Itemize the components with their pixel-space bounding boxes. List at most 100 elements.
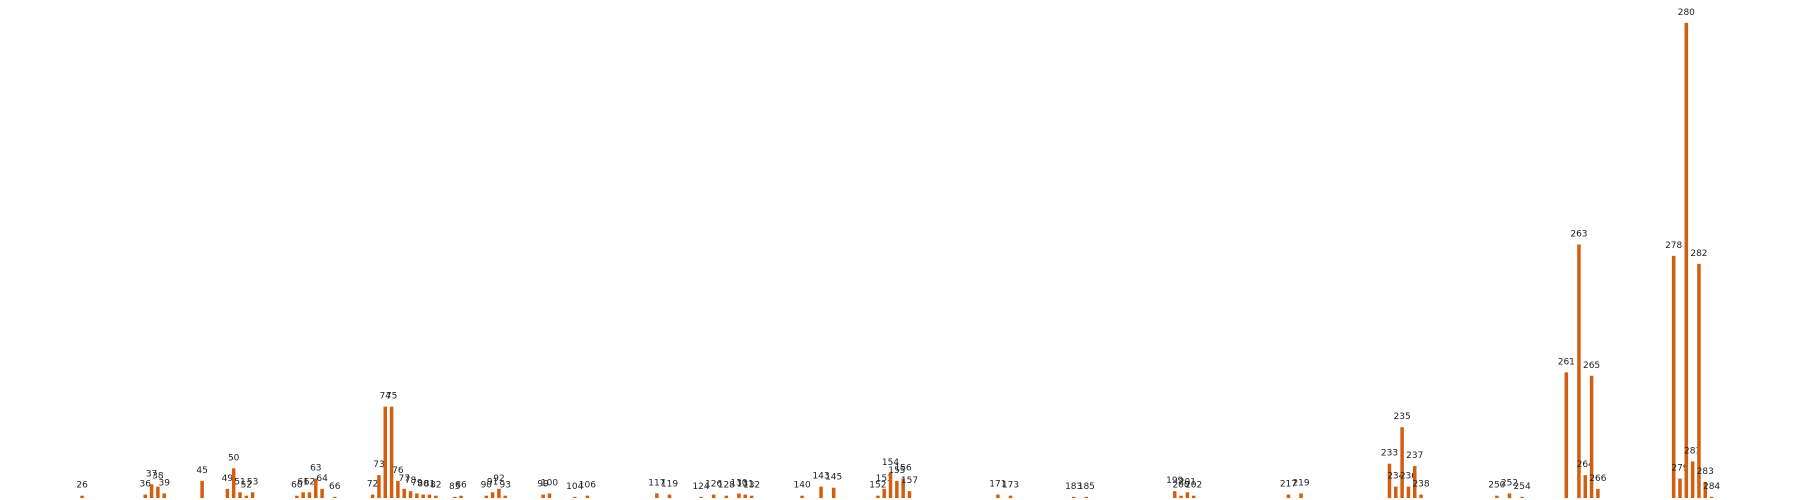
bar-label: 64 (316, 474, 328, 484)
bar (547, 493, 552, 498)
bar-label: 236 (1400, 472, 1417, 482)
bar (383, 406, 388, 498)
bar (655, 493, 659, 498)
bar (484, 495, 489, 498)
bar (1394, 486, 1398, 498)
bar-label: 279 (1671, 464, 1688, 474)
bar (541, 494, 545, 498)
bar-label: 52 (241, 481, 252, 491)
bar-label: 235 (1394, 412, 1411, 422)
bar-label: 263 (1570, 229, 1587, 239)
bar-label: 66 (329, 482, 341, 492)
bar (1690, 461, 1695, 498)
bar (307, 492, 312, 498)
bar (415, 493, 419, 498)
bar-label: 265 (1583, 361, 1600, 371)
bar (238, 492, 242, 498)
bar-label: 261 (1558, 357, 1575, 367)
bar (503, 495, 508, 498)
bar-label: 119 (661, 480, 678, 490)
bar-label: 280 (1678, 8, 1695, 18)
bar (749, 495, 754, 498)
bar-label: 63 (310, 464, 321, 474)
bar-label: 131 (737, 480, 754, 490)
bar (250, 492, 255, 498)
bar (231, 468, 236, 498)
bar (1703, 482, 1708, 498)
bar (907, 491, 912, 498)
bar-label: 106 (579, 481, 596, 491)
bar (497, 488, 501, 498)
bar (737, 493, 741, 498)
bar (314, 478, 318, 498)
bar (1387, 463, 1392, 498)
bar (996, 494, 1000, 498)
bar (1084, 496, 1089, 498)
bar-label: 26 (76, 481, 88, 491)
bar (389, 406, 394, 498)
bar (149, 484, 154, 498)
bar-label: 219 (1292, 478, 1309, 488)
bar (320, 488, 324, 498)
bar (427, 494, 432, 498)
bar (332, 496, 337, 498)
bar-label: 82 (430, 481, 441, 491)
bar (572, 496, 577, 498)
bar-label: 264 (1577, 460, 1594, 470)
bar-label: 117 (648, 478, 665, 488)
bar (1697, 263, 1701, 498)
bar (1709, 496, 1714, 498)
bar (1406, 486, 1411, 498)
bar-label: 266 (1589, 474, 1606, 484)
bar-label: 171 (989, 480, 1006, 490)
bar (1589, 375, 1594, 498)
bar-label: 282 (1690, 249, 1707, 259)
bar-label: 143 (812, 472, 829, 482)
bar (819, 486, 823, 498)
bar (1191, 495, 1196, 498)
bar-label: 152 (869, 481, 886, 491)
bar (585, 495, 590, 498)
bar (1172, 491, 1177, 498)
bar-label: 85 (449, 482, 460, 492)
bar (1596, 488, 1600, 498)
bar-label: 39 (158, 478, 170, 488)
bar-label: 173 (1002, 481, 1019, 491)
bar (1684, 22, 1689, 499)
bar (888, 472, 893, 498)
bar-label: 237 (1406, 451, 1423, 461)
bar (370, 494, 375, 498)
bar-label: 278 (1665, 241, 1682, 251)
bar (1412, 466, 1417, 498)
bar-label: 100 (541, 478, 558, 488)
bar-label: 77 (398, 474, 409, 484)
bar-label: 60 (291, 481, 303, 491)
bar (408, 491, 413, 498)
bar-label: 78 (405, 476, 417, 486)
bar (244, 495, 249, 498)
bar (1286, 494, 1291, 498)
bar (1400, 427, 1404, 498)
bar-label: 199 (1166, 476, 1183, 486)
bar-label: 91 (487, 477, 498, 487)
bar-label: 73 (373, 460, 384, 470)
bar-label: 155 (888, 466, 905, 476)
bar-label: 145 (825, 473, 842, 483)
bar (1678, 478, 1682, 498)
bar-label: 238 (1412, 480, 1429, 490)
bar (402, 488, 406, 498)
bar-label: 51 (234, 477, 245, 487)
bar-label: 76 (392, 466, 404, 476)
bar (1179, 495, 1183, 498)
bar-label: 45 (196, 466, 207, 476)
bar (711, 494, 716, 498)
bar-label: 49 (222, 474, 234, 484)
bar-label: 81 (424, 480, 435, 490)
bar (1071, 496, 1076, 498)
bar-label: 217 (1280, 480, 1297, 490)
bar-label: 50 (228, 453, 240, 463)
bar (1495, 495, 1499, 498)
bar-label: 140 (794, 481, 811, 491)
bar (377, 475, 381, 498)
bar (800, 495, 804, 498)
